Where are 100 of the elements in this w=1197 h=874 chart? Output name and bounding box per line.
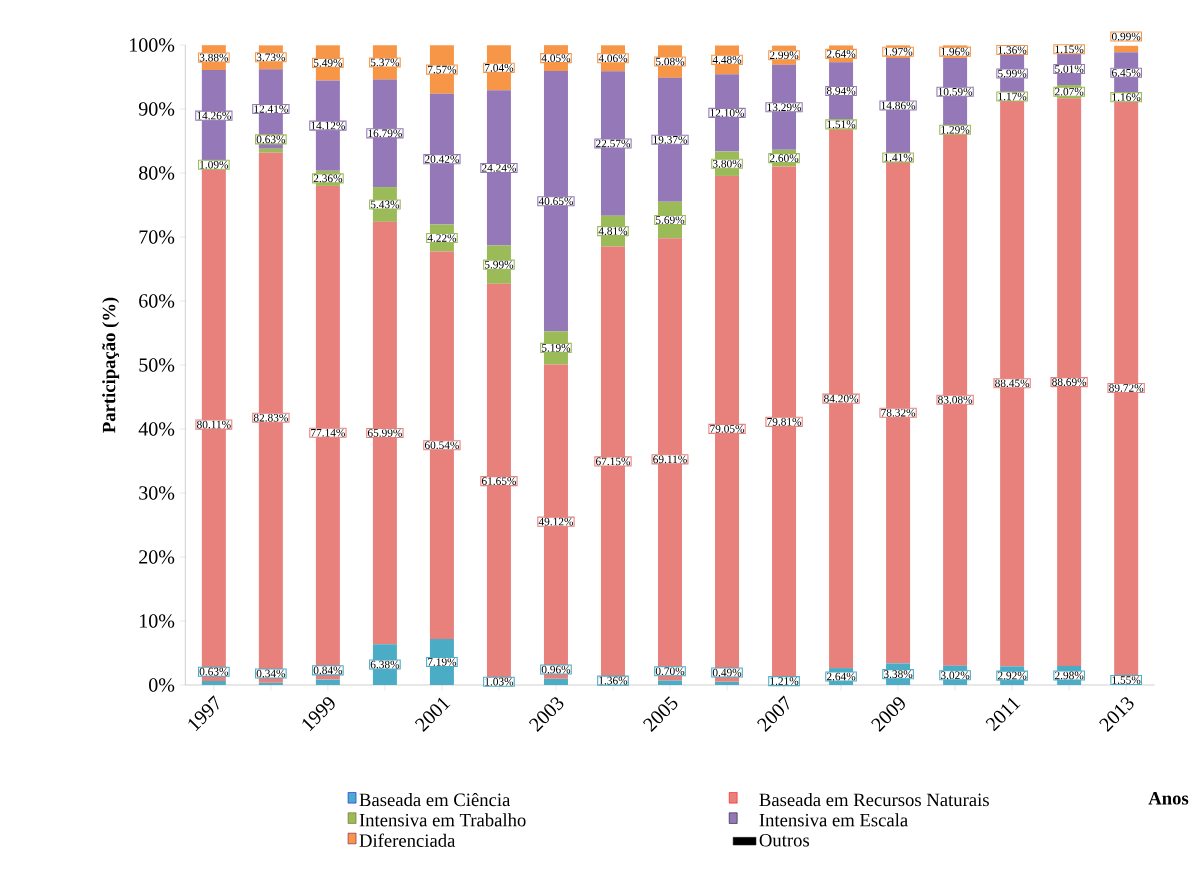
data-label: 2.99%	[769, 51, 799, 60]
data-label: 8.94%	[826, 87, 856, 95]
data-label: 60.54%	[424, 441, 460, 450]
y-tick-label: 30%	[139, 486, 175, 500]
data-label: 20.42%	[424, 155, 460, 164]
data-label: 79.05%	[710, 425, 745, 433]
data-label: 1.09%	[200, 160, 229, 169]
data-label: 3.02%	[941, 671, 970, 680]
data-label: 78.32%	[881, 408, 916, 417]
bar	[315, 679, 340, 685]
data-label: 5.08%	[656, 57, 685, 66]
data-label: 1.17%	[998, 92, 1027, 101]
y-tick-label: 80%	[139, 166, 175, 180]
data-label: 0.84%	[313, 666, 343, 675]
data-label: 2.98%	[1055, 671, 1084, 680]
data-label: 0.49%	[712, 668, 742, 677]
data-label: 40.65%	[538, 197, 574, 206]
data-label: 1.51%	[827, 120, 856, 129]
y-tick-label: 20%	[139, 550, 175, 564]
legend-label: Baseada em Ciência	[359, 792, 511, 807]
x-axis-title: Anos	[1148, 792, 1189, 805]
data-label: 14.12%	[311, 121, 345, 130]
data-label: 16.79%	[368, 129, 402, 138]
data-label: 12.10%	[710, 109, 745, 117]
bar	[543, 678, 568, 685]
data-label: 2.64%	[826, 672, 856, 681]
data-label: 0.99%	[1111, 32, 1141, 41]
data-label: 1.97%	[884, 47, 913, 56]
data-label: 0.70%	[655, 667, 685, 676]
bar	[201, 680, 226, 685]
data-label: 1.36%	[599, 676, 628, 685]
data-label: 2.64%	[826, 50, 856, 58]
data-label: 67.15%	[596, 457, 631, 466]
data-label: 79.81%	[767, 418, 802, 426]
data-label: 3.73%	[256, 53, 286, 62]
data-label: 1.55%	[1112, 676, 1141, 684]
data-label: 12.41%	[254, 105, 288, 113]
data-label: 1.29%	[941, 125, 970, 134]
data-label: 83.08%	[938, 395, 973, 404]
data-label: 4.06%	[598, 54, 628, 63]
legend-label: Baseada em Recursos Naturais	[759, 792, 989, 807]
y-tick-label: 60%	[139, 294, 175, 308]
data-label: 5.43%	[370, 200, 400, 209]
data-label: 24.24%	[481, 164, 517, 172]
data-label: 2.07%	[1055, 87, 1084, 96]
data-label: 10.59%	[938, 87, 973, 96]
data-label: 19.37%	[653, 135, 688, 144]
data-label: 1.21%	[770, 677, 799, 685]
legend-label: Outros	[759, 833, 810, 847]
y-tick-label: 40%	[138, 422, 175, 436]
data-label: 69.11%	[653, 455, 687, 464]
y-tick-label: 70%	[139, 230, 175, 244]
y-tick-label: 90%	[138, 102, 175, 116]
data-label: 65.99%	[367, 429, 402, 437]
y-tick-label: 50%	[139, 358, 175, 372]
bar	[1114, 45, 1139, 53]
data-label: 5.99%	[484, 260, 514, 269]
data-label: 5.01%	[1055, 65, 1084, 73]
data-label: 1.41%	[884, 153, 913, 162]
data-label: 3.80%	[712, 159, 742, 168]
data-label: 6.45%	[1112, 68, 1141, 77]
data-label: 1.16%	[1112, 93, 1141, 101]
data-label: 7.04%	[485, 64, 514, 72]
data-label: 77.14%	[311, 428, 345, 437]
data-label: 49.12%	[538, 517, 574, 526]
data-label: 0.63%	[256, 135, 286, 144]
data-label: 5.49%	[313, 59, 343, 67]
y-tick-label: 0%	[149, 678, 175, 692]
data-label: 5.69%	[656, 216, 685, 224]
data-label: 61.65%	[481, 477, 517, 485]
legend-label: Intensiva em Escala	[759, 813, 908, 827]
y-axis-title: Participação (%)	[102, 297, 120, 433]
data-label: 7.19%	[428, 658, 457, 666]
data-label: 6.38%	[370, 660, 400, 669]
data-label: 88.69%	[1052, 378, 1087, 386]
bar	[715, 681, 740, 685]
x-tick-label: 2011	[985, 697, 1021, 732]
data-label: 2.36%	[313, 174, 343, 183]
data-label: 1.36%	[998, 46, 1027, 54]
data-label: 14.86%	[881, 101, 916, 110]
data-label: 4.48%	[712, 56, 742, 64]
data-label: 3.88%	[199, 53, 229, 62]
data-label: 22.57%	[596, 139, 631, 148]
data-label: 88.45%	[995, 379, 1030, 388]
bar	[258, 148, 283, 153]
legend-label: Intensiva em Trabalho	[359, 813, 526, 827]
data-label: 5.37%	[370, 58, 400, 67]
legend-label: Diferenciada	[359, 833, 456, 847]
data-label: 0.63%	[199, 667, 229, 676]
data-label: 1.03%	[485, 677, 514, 686]
bar	[258, 682, 283, 685]
data-label: 82.83%	[253, 413, 288, 422]
data-label: 13.29%	[767, 103, 802, 112]
data-label: 4.05%	[541, 54, 571, 62]
data-label: 0.34%	[256, 669, 286, 678]
data-label: 1.96%	[941, 47, 970, 56]
y-tick-label: 100%	[130, 38, 175, 52]
data-label: 84.20%	[824, 394, 859, 403]
data-label: 89.72%	[1109, 384, 1144, 392]
data-label: 0.96%	[541, 665, 571, 674]
